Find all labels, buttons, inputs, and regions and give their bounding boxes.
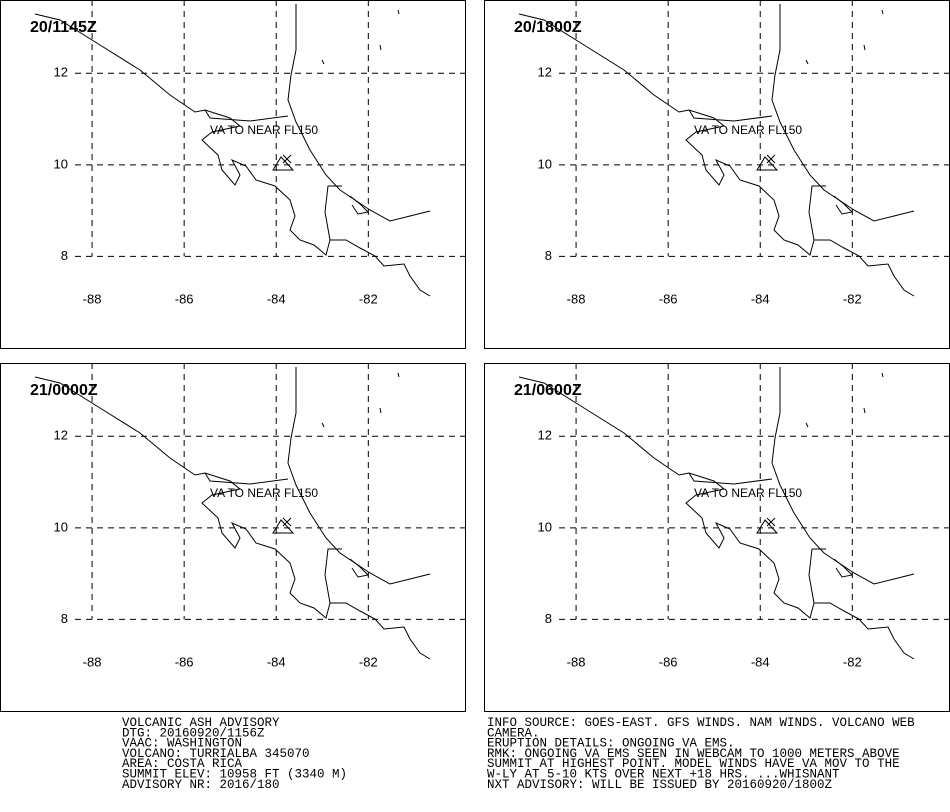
lat-tick-label: 8 bbox=[545, 248, 552, 263]
ash-annotation: VA TO NEAR FL150 bbox=[694, 486, 802, 500]
map-panel: -88 -86 -84 -82 12 10 8 21/0600Z VA TO NEAR FL15… bbox=[484, 363, 950, 712]
panel-frame bbox=[484, 363, 950, 712]
advisory-line: W-LY AT 5-10 KTS OVER NEXT +18 HRS. ...W… bbox=[487, 768, 840, 782]
panel-frame bbox=[0, 0, 466, 349]
advisory-line: INFO SOURCE: GOES-EAST. GFS WINDS. NAM W… bbox=[487, 716, 915, 730]
map-panel: -88 -86 -84 -82 12 10 8 21/0000Z VA TO NEAR FL15… bbox=[0, 363, 466, 712]
lon-tick-label: -88 bbox=[567, 291, 586, 306]
valid-time: 21/0600Z bbox=[514, 382, 582, 399]
panel-frame bbox=[0, 363, 466, 712]
advisory-line: VAAC: WASHINGTON bbox=[122, 737, 242, 751]
lon-tick-label: -88 bbox=[567, 654, 586, 669]
lon-tick-label: -82 bbox=[843, 291, 862, 306]
lon-tick-label: -84 bbox=[751, 654, 770, 669]
lat-tick-label: 10 bbox=[54, 519, 68, 534]
lat-tick-label: 10 bbox=[538, 519, 552, 534]
advisory-right: INFO SOURCE: GOES-EAST. GFS WINDS. NAM W… bbox=[487, 716, 915, 792]
advisory-left: VOLCANIC ASH ADVISORY DTG: 20160920/1156Z… bbox=[122, 716, 347, 792]
lon-tick-label: -82 bbox=[359, 291, 378, 306]
lon-tick-label: -86 bbox=[659, 654, 678, 669]
advisory-line: RMK: ONGOING VA EMS SEEN IN WEBCAM TO 10… bbox=[487, 747, 900, 761]
map-panel: -88 -86 -84 -82 12 10 8 20/1800Z VA TO NEAR FL15… bbox=[484, 0, 950, 349]
lat-tick-label: 12 bbox=[54, 428, 68, 443]
lat-tick-label: 8 bbox=[61, 248, 68, 263]
lat-tick-label: 12 bbox=[538, 428, 552, 443]
lon-tick-label: -88 bbox=[83, 654, 102, 669]
lon-tick-label: -84 bbox=[751, 291, 770, 306]
lon-tick-label: -82 bbox=[843, 654, 862, 669]
lon-tick-label: -86 bbox=[175, 654, 194, 669]
lat-tick-label: 8 bbox=[61, 611, 68, 626]
advisory-line: CAMERA. bbox=[487, 726, 540, 740]
valid-time: 20/1145Z bbox=[30, 19, 97, 36]
valid-time: 21/0000Z bbox=[30, 382, 98, 399]
advisory-line: ADVISORY NR: 2016/180 bbox=[122, 778, 280, 792]
lat-tick-label: 12 bbox=[538, 65, 552, 80]
ash-annotation: VA TO NEAR FL150 bbox=[210, 123, 318, 137]
advisory-line: NXT ADVISORY: WILL BE ISSUED BY 20160920… bbox=[487, 778, 833, 792]
lat-tick-label: 8 bbox=[545, 611, 552, 626]
advisory-line: SUMMIT ELEV: 10958 FT (3340 M) bbox=[122, 768, 347, 782]
advisory-line: SUMMIT AT HIGHEST POINT. MODEL WINDS HAV… bbox=[487, 757, 900, 771]
panel-frame bbox=[484, 0, 950, 349]
advisory-line: ERUPTION DETAILS: ONGOING VA EMS. bbox=[487, 737, 735, 751]
lat-tick-label: 12 bbox=[54, 65, 68, 80]
advisory-line: VOLCANO: TURRIALBA 345070 bbox=[122, 747, 310, 761]
advisory-line: DTG: 20160920/1156Z bbox=[122, 726, 265, 740]
map-panel: -88 -86 -84 -82 12 10 8 20/1145Z VA TO NEAR FL15… bbox=[0, 0, 466, 349]
lat-tick-label: 10 bbox=[54, 156, 68, 171]
lon-tick-label: -84 bbox=[267, 291, 286, 306]
lon-tick-label: -88 bbox=[83, 291, 102, 306]
advisory-line: VOLCANIC ASH ADVISORY bbox=[122, 716, 280, 730]
lon-tick-label: -84 bbox=[267, 654, 286, 669]
lat-tick-label: 10 bbox=[538, 156, 552, 171]
lon-tick-label: -86 bbox=[659, 291, 678, 306]
valid-time: 20/1800Z bbox=[514, 19, 582, 36]
advisory-line: AREA: COSTA RICA bbox=[122, 757, 243, 771]
lon-tick-label: -86 bbox=[175, 291, 194, 306]
lon-tick-label: -82 bbox=[359, 654, 378, 669]
ash-annotation: VA TO NEAR FL150 bbox=[210, 486, 318, 500]
ash-annotation: VA TO NEAR FL150 bbox=[694, 123, 802, 137]
